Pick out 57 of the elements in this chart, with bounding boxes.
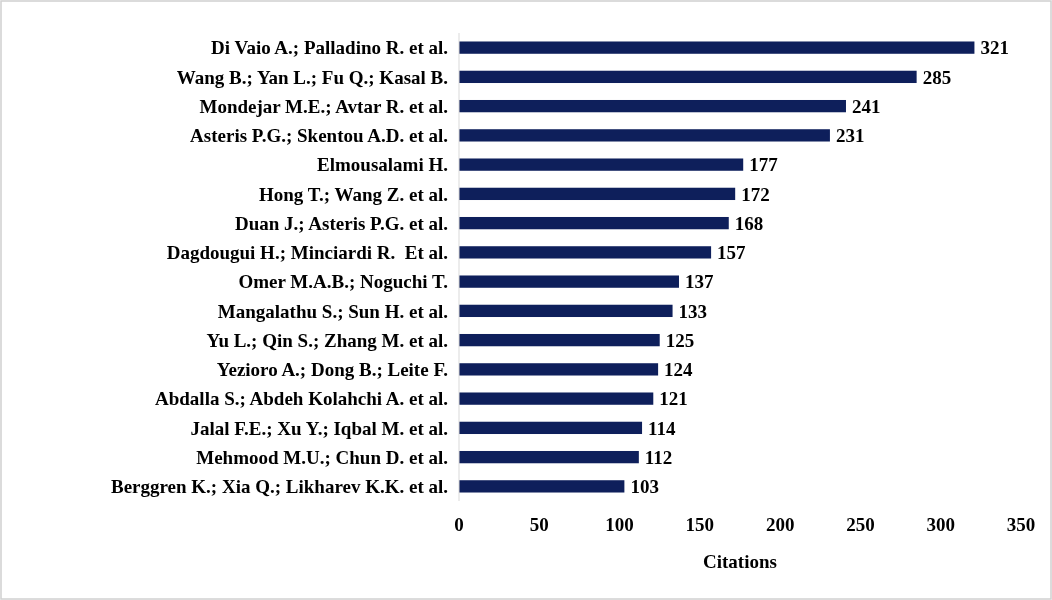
data-label: 231: [835, 125, 865, 147]
y-tick-label: Mondejar M.E.; Avtar R. et al.: [199, 95, 448, 117]
bar: [459, 187, 736, 201]
x-tick-label: 150: [685, 514, 715, 535]
y-tick-label: Yezioro A.; Dong B.; Leite F.: [216, 359, 448, 381]
x-tick-label: 250: [846, 514, 875, 535]
y-tick-label: Asteris P.G.; Skentou A.D. et al.: [190, 125, 448, 147]
data-label: 133: [678, 300, 708, 322]
y-tick-label: Duan J.; Asteris P.G. et al.: [234, 212, 448, 234]
x-tick-label: 50: [529, 514, 549, 535]
bar: [459, 216, 729, 230]
bar: [459, 41, 975, 54]
bar: [459, 304, 673, 318]
y-tick-label: Elmousalami H.: [317, 154, 448, 176]
data-label: 321: [980, 37, 1009, 59]
data-label: 168: [734, 212, 764, 234]
data-label: 285: [922, 66, 952, 88]
y-tick-label: Berggren K.; Xia Q.; Likharev K.K. et al.: [110, 476, 448, 498]
x-axis-title: Citations: [703, 551, 777, 572]
y-tick-label: Yu L.; Qin S.; Zhang M. et al.: [206, 329, 448, 351]
x-tick-label: 0: [454, 514, 464, 535]
data-label: 157: [717, 242, 747, 264]
y-tick-label: Mehmood M.U.; Chun D. et al.: [196, 446, 448, 468]
x-tick-label: 200: [765, 514, 795, 535]
y-tick-label: Wang B.; Yan L.; Fu Q.; Kasal B.: [176, 66, 448, 88]
data-label: 125: [665, 329, 695, 351]
data-label: 112: [644, 446, 673, 468]
y-tick-label: Hong T.; Wang Z. et al.: [259, 183, 448, 205]
y-tick-label: Mangalathu S.; Sun H. et al.: [217, 300, 448, 322]
data-label: 103: [630, 476, 659, 498]
y-tick-label: Di Vaio A.; Palladino R. et al.: [211, 37, 448, 59]
data-label: 124: [664, 359, 694, 381]
bar: [459, 450, 639, 464]
y-tick-label: Dagdougui H.; Minciardi R. Et al.: [166, 242, 448, 264]
data-label: 241: [851, 95, 881, 117]
bar: [459, 480, 625, 493]
bar: [459, 99, 846, 113]
bar: [459, 333, 660, 347]
bar: [459, 246, 712, 259]
data-label: 121: [659, 388, 688, 410]
data-label: 137: [684, 271, 714, 293]
x-tick-label: 100: [605, 514, 634, 535]
data-label: 177: [749, 154, 779, 176]
bar: [459, 392, 654, 405]
x-tick-label: 350: [1006, 514, 1036, 535]
bar: [459, 275, 679, 288]
bar: [459, 363, 659, 376]
data-label: 172: [741, 183, 770, 205]
y-tick-label: Abdalla S.; Abdeh Kolahchi A. et al.: [155, 388, 448, 410]
x-tick-label: 300: [926, 514, 955, 535]
bar: [459, 70, 917, 84]
bar: [459, 421, 643, 435]
data-label: 114: [648, 417, 676, 439]
bar: [459, 158, 744, 171]
y-tick-label: Omer M.A.B.; Noguchi T.: [238, 271, 448, 293]
bar: [459, 129, 830, 142]
y-tick-label: Jalal F.E.; Xu Y.; Iqbal M. et al.: [190, 417, 448, 439]
